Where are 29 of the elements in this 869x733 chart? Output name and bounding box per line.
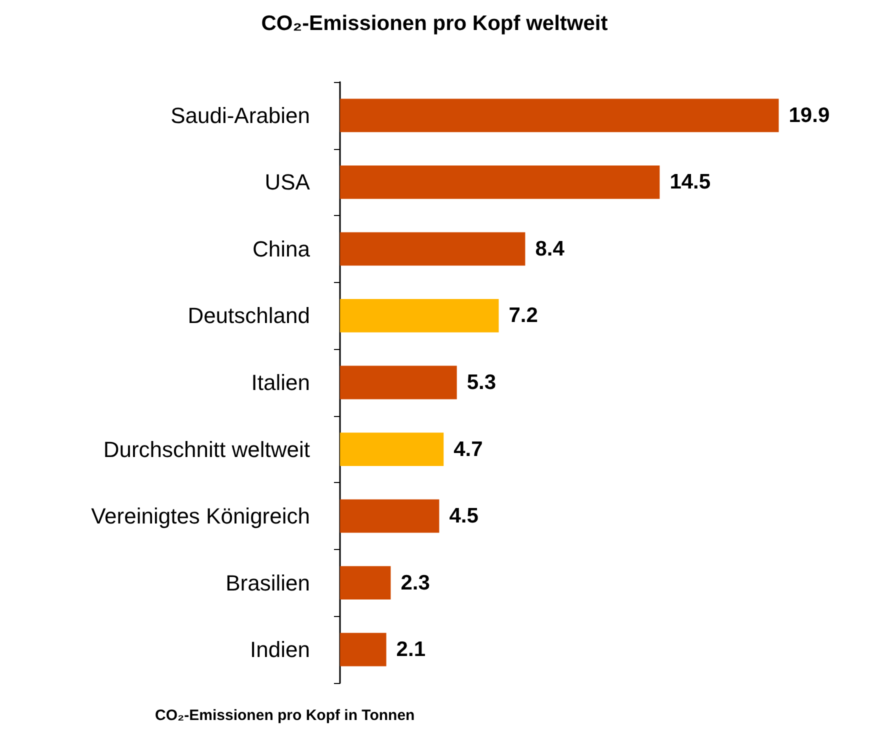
data-label: 4.7 <box>454 438 483 461</box>
y-tick-label: Durchschnitt weltweit <box>103 436 310 462</box>
bar <box>340 299 499 332</box>
bar <box>340 366 457 400</box>
y-tick-label: Vereinigtes Königreich <box>91 504 310 529</box>
data-label: 5.3 <box>466 371 496 394</box>
chart-title: CO₂-Emissionen pro Kopf weltweit <box>261 12 608 35</box>
y-tick-label: Deutschland <box>188 303 310 328</box>
data-label: 4.5 <box>449 504 479 528</box>
bar <box>340 232 526 266</box>
bar <box>340 499 440 533</box>
data-label: 2.3 <box>400 571 430 594</box>
y-tick-label: Indien <box>250 637 310 662</box>
bar <box>340 566 391 600</box>
data-label: 19.9 <box>788 104 830 127</box>
bar <box>340 432 444 466</box>
data-label: 7.2 <box>508 304 538 328</box>
bar <box>340 98 779 132</box>
data-label: 8.4 <box>535 237 565 260</box>
data-label: 2.1 <box>396 638 426 662</box>
x-axis-title: CO₂-Emissionen pro Kopf in Tonnen <box>155 707 415 724</box>
y-tick-label: USA <box>264 170 310 195</box>
y-tick-label: Italien <box>251 370 310 395</box>
y-tick-label: Saudi-Arabien <box>170 102 310 128</box>
bar <box>340 632 386 666</box>
bar <box>340 165 660 199</box>
y-tick-label: Brasilien <box>226 570 310 596</box>
data-label: 14.5 <box>670 170 711 194</box>
y-tick-label: China <box>252 236 311 262</box>
